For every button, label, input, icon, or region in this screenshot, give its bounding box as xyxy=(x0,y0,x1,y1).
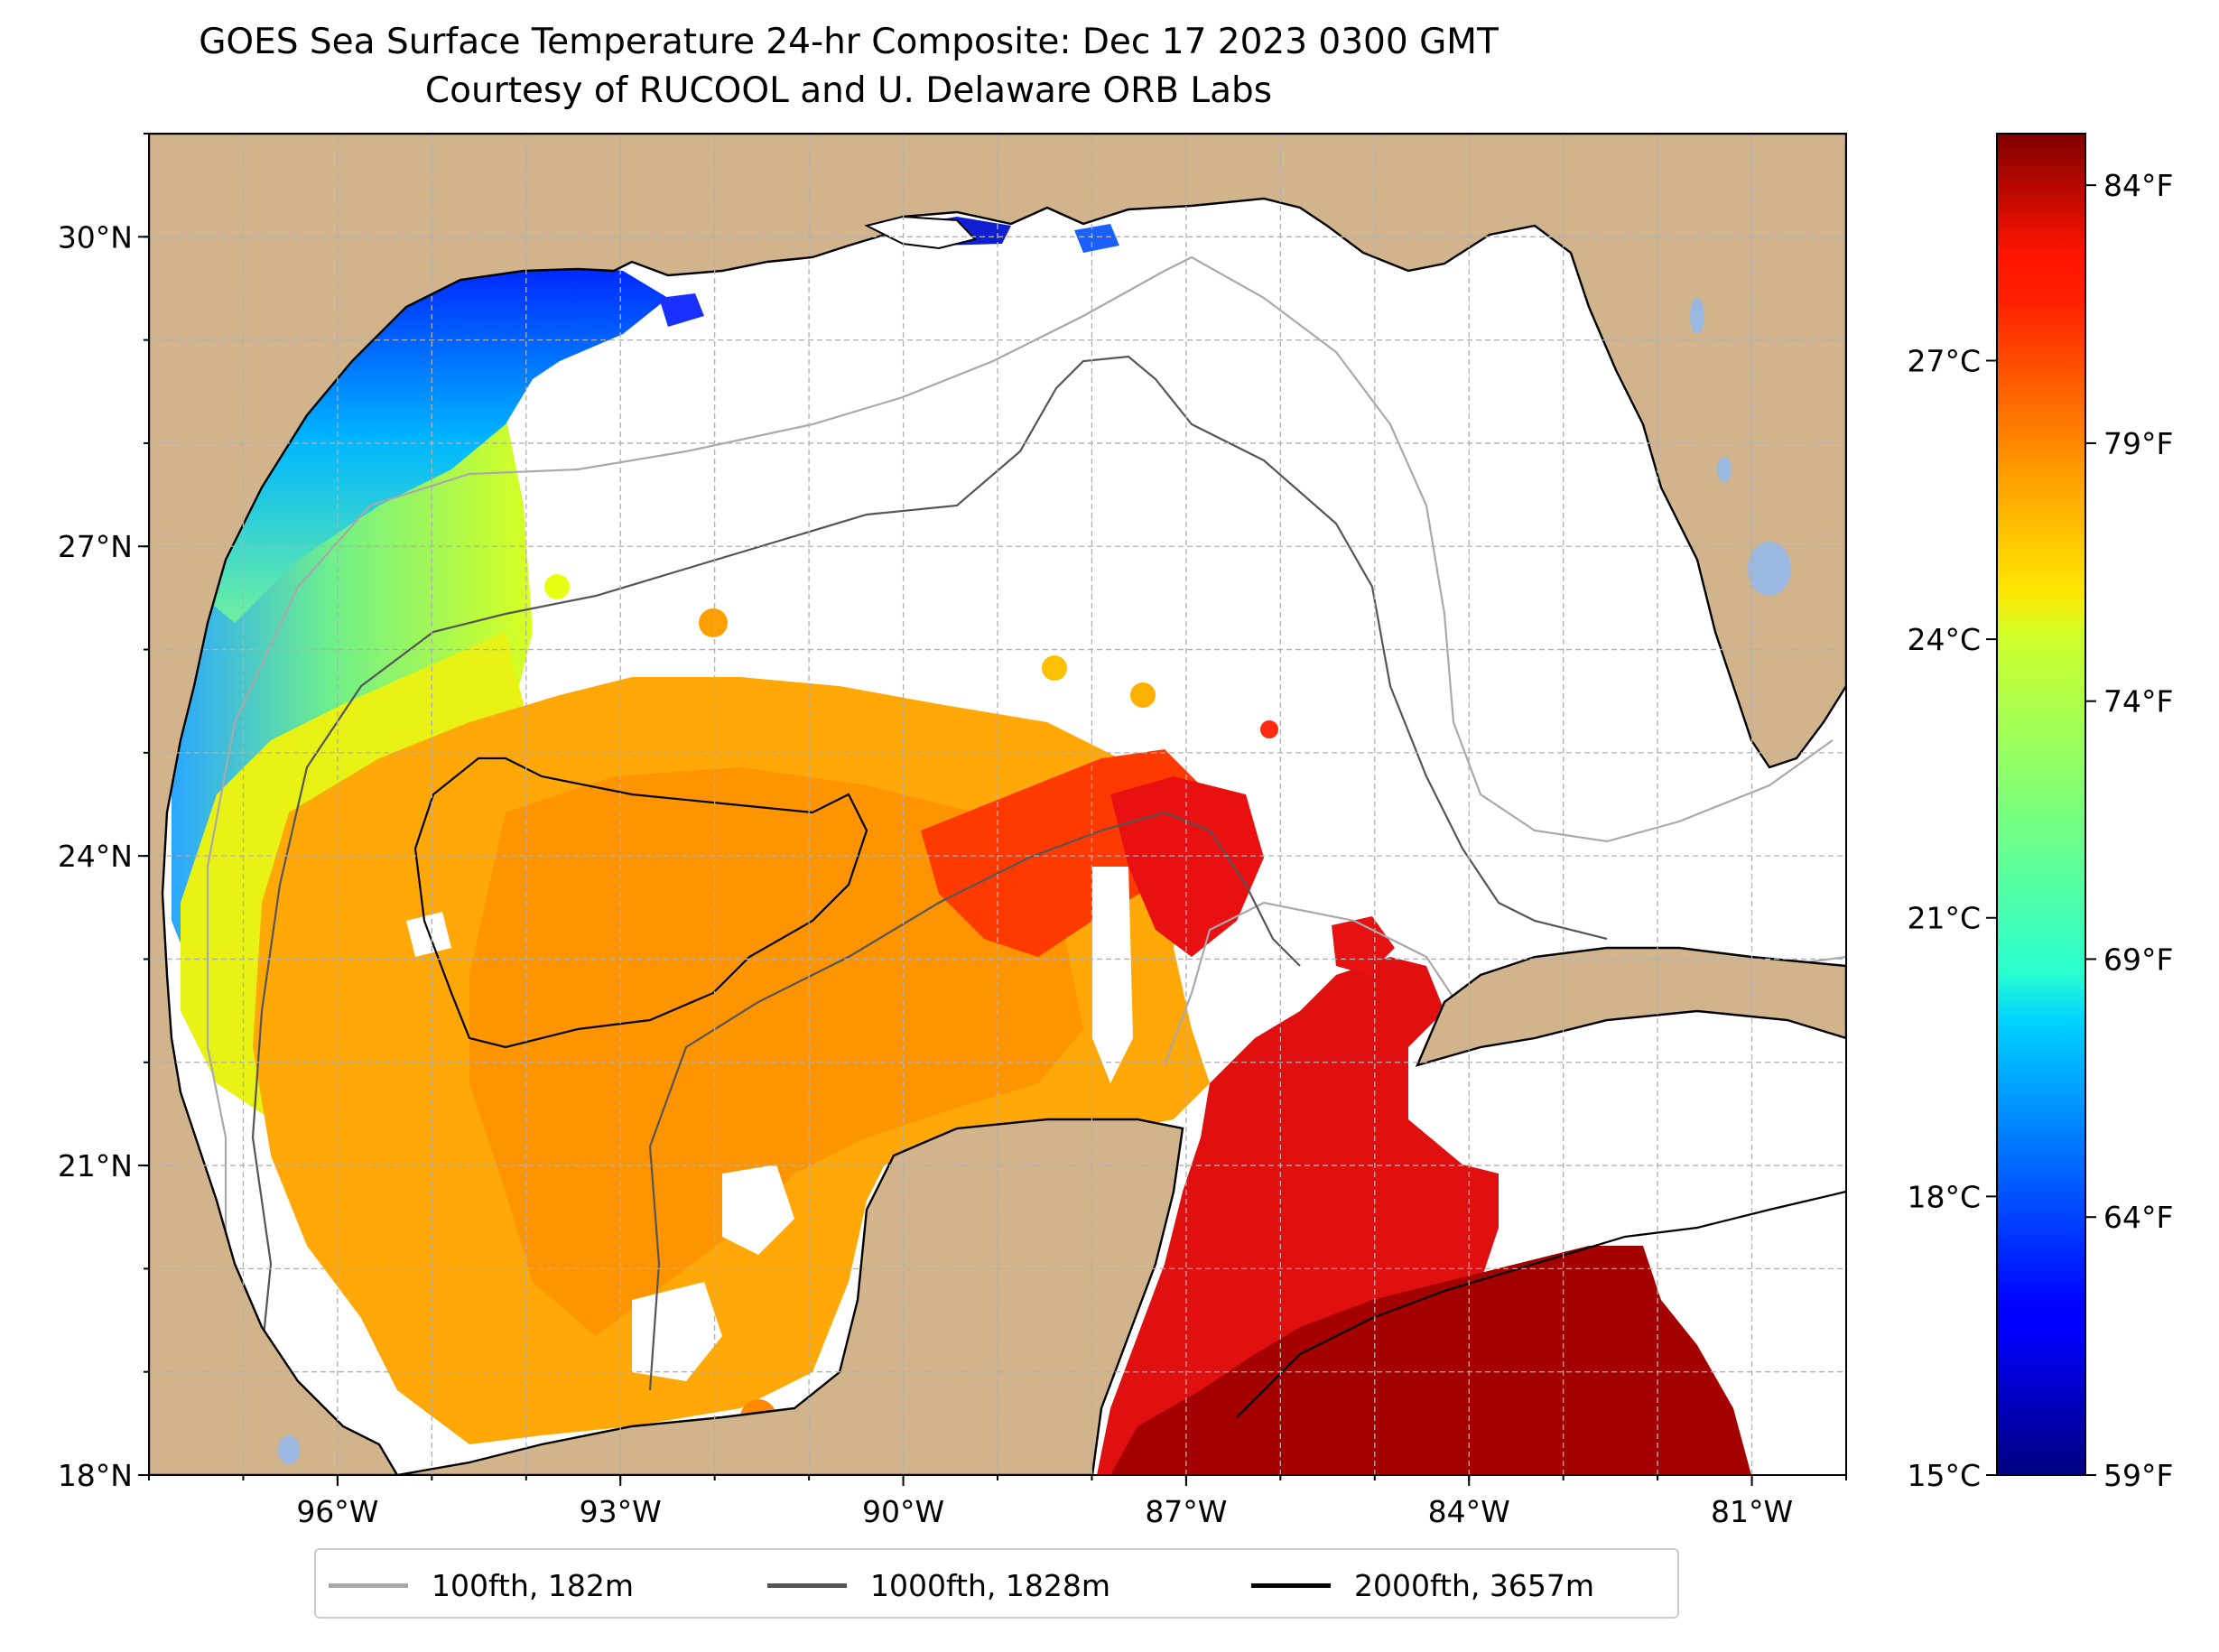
contour-2000fth-caribbean xyxy=(1236,1190,1846,1418)
lon-tick-label: 81°W xyxy=(1711,1494,1793,1529)
colorbar-fahrenheit-label: 64°F xyxy=(2103,1200,2173,1235)
colorbar-celsius-label: 18°C xyxy=(1907,1179,1981,1214)
sst-patch xyxy=(1130,682,1156,708)
land-texas-mexico xyxy=(149,134,1846,1475)
sst-patch xyxy=(544,574,570,599)
latitude-axis: 18°N 21°N 24°N 27°N 30°N xyxy=(58,133,149,1493)
sst-patch xyxy=(1042,655,1067,681)
land-layer xyxy=(149,134,1846,1475)
colorbar-fahrenheit-label: 79°F xyxy=(2103,426,2173,461)
graticule xyxy=(149,134,1846,1475)
contour-1000fth xyxy=(251,355,1608,1355)
land-cuba xyxy=(1415,946,1846,1067)
lon-tick-label: 84°W xyxy=(1428,1494,1510,1529)
legend-label: 1000fth, 1828m xyxy=(870,1567,1110,1603)
legend-swatch-2000fth xyxy=(1251,1582,1331,1588)
longitude-axis: 96°W 93°W 90°W 87°W 84°W 81°W xyxy=(148,1475,1847,1529)
lake xyxy=(278,1435,300,1464)
sst-east-patch xyxy=(1332,916,1395,975)
contour-2000fth xyxy=(413,756,868,1049)
sst-caribbean-warm xyxy=(1110,1246,1751,1475)
colorbar xyxy=(1996,133,2086,1476)
legend-label: 2000fth, 3657m xyxy=(1354,1567,1594,1603)
cloud-gap xyxy=(722,1165,794,1255)
lake xyxy=(1717,457,1732,482)
sst-loop-red xyxy=(1110,776,1264,957)
contour-legend: 100fth, 182m 1000fth, 1828m 2000fth, 365… xyxy=(314,1548,1679,1619)
bathymetry-contours xyxy=(206,255,1846,1418)
map-subtitle: Courtesy of RUCOOL and U. Delaware ORB L… xyxy=(424,70,1273,111)
colorbar-celsius-axis: 15°C 18°C 21°C 24°C 27°C xyxy=(1907,343,1997,1493)
lat-tick-label: 24°N xyxy=(58,839,133,874)
legend-label: 100fth, 182m xyxy=(432,1567,634,1603)
lon-tick-label: 87°W xyxy=(1145,1494,1227,1529)
map-title: GOES Sea Surface Temperature 24-hr Compo… xyxy=(199,22,1499,62)
lat-tick-label: 30°N xyxy=(58,219,133,255)
colorbar-fahrenheit-label: 84°F xyxy=(2103,168,2173,203)
sst-patch xyxy=(699,608,728,637)
lat-tick-label: 21°N xyxy=(58,1148,133,1183)
sst-yucatan-channel xyxy=(1097,957,1499,1475)
colorbar-celsius-label: 21°C xyxy=(1907,901,1981,936)
sst-core-orange xyxy=(469,767,1083,1336)
legend-item-1000fth: 1000fth, 1828m xyxy=(767,1550,1110,1620)
colorbar-fahrenheit-label: 59°F xyxy=(2103,1458,2173,1493)
sst-cold-speck xyxy=(1074,224,1119,253)
contour-1000fth-loop xyxy=(648,811,1301,1391)
colorbar-celsius-label: 24°C xyxy=(1907,622,1981,657)
cloud-gap xyxy=(1092,867,1133,1083)
lake xyxy=(1690,298,1704,334)
lon-tick-label: 96°W xyxy=(296,1494,378,1529)
legend-item-2000fth: 2000fth, 3657m xyxy=(1251,1550,1594,1620)
legend-item-100fth: 100fth, 182m xyxy=(329,1550,634,1620)
lat-tick-label: 27°N xyxy=(58,529,133,564)
colorbar-celsius-label: 15°C xyxy=(1907,1458,1981,1493)
contour-100fth xyxy=(206,255,1834,1355)
lon-tick-label: 93°W xyxy=(580,1494,662,1529)
lake-okeechobee xyxy=(1748,542,1791,596)
sst-cold-speck xyxy=(659,293,704,327)
cloud-gap xyxy=(632,1282,722,1381)
lat-tick-label: 18°N xyxy=(58,1458,133,1493)
legend-swatch-100fth xyxy=(329,1582,408,1588)
colorbar-fahrenheit-label: 69°F xyxy=(2103,942,2173,977)
land-yucatan xyxy=(396,1118,1184,1475)
legend-swatch-1000fth xyxy=(767,1582,847,1588)
sst-patch xyxy=(1260,720,1278,738)
colorbar-fahrenheit-label: 74°F xyxy=(2103,684,2173,719)
lon-tick-label: 90°W xyxy=(862,1494,944,1529)
colorbar-fahrenheit-axis: 59°F 64°F 69°F 74°F 79°F 84°F xyxy=(2085,168,2173,1493)
colorbar-celsius-label: 27°C xyxy=(1907,343,1981,378)
